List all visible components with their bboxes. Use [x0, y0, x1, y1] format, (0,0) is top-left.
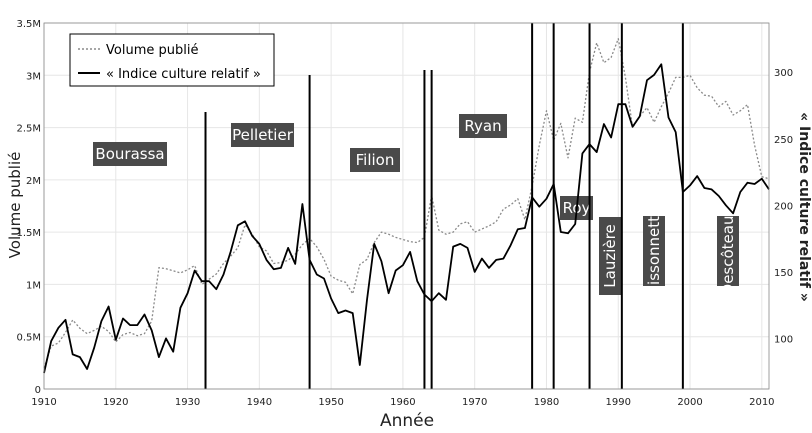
era-label: Bourassa — [95, 145, 164, 163]
legend-box — [69, 33, 275, 87]
legend: Volume publié « Indice culture relatif » — [69, 33, 275, 87]
x-tick-label: 1920 — [103, 397, 128, 408]
x-tick-label: 2000 — [677, 397, 702, 408]
y-tick-label: 3M — [26, 71, 41, 82]
x-tick-label: 1980 — [534, 397, 559, 408]
era-label-box — [93, 142, 167, 166]
y2-tick-label: 100 — [774, 334, 793, 345]
era-label: Descôteaux — [719, 207, 737, 296]
legend-label-volume: Volume publié — [106, 43, 198, 58]
y2-tick-label: 300 — [774, 68, 793, 79]
era-label: Pelletier — [232, 126, 294, 144]
y2-tick-label: 250 — [774, 135, 793, 146]
era-label-box — [350, 148, 400, 172]
y2-tick-label: 200 — [774, 201, 793, 212]
y2-axis-title: « Indice culture relatif » — [796, 112, 812, 302]
era-label: Lauzière — [601, 224, 619, 287]
plot-frame — [43, 22, 770, 390]
legend-label-indice: « Indice culture relatif » — [106, 67, 261, 82]
era-label: Ryan — [464, 117, 501, 135]
era-label-box — [459, 114, 507, 138]
x-tick-label: 1970 — [462, 397, 487, 408]
era-label: Filion — [356, 151, 395, 169]
y-tick-label: 3.5M — [16, 19, 41, 30]
y-tick-label: 1M — [26, 280, 41, 291]
era-label-box — [231, 123, 294, 147]
y2-tick-labels: 100 150 200 250 300 — [774, 68, 793, 345]
era-label: Bissonnette — [645, 207, 663, 296]
y-tick-label: 2.5M — [16, 124, 41, 135]
y-axis-title: Volume publié — [6, 152, 24, 259]
series-line-volume — [43, 38, 770, 369]
y-tick-label: 1.5M — [16, 228, 41, 239]
y-tick-label: 0.5M — [16, 333, 41, 344]
y-tick-labels: 0 0.5M 1M 1.5M 2M 2.5M 3M 3.5M — [16, 19, 41, 396]
x-tick-label: 1990 — [606, 397, 631, 408]
x-tick-label: 1960 — [390, 397, 415, 408]
y-tick-label: 2M — [26, 176, 41, 187]
series-line-indice — [43, 63, 770, 374]
x-axis-title: Année — [380, 411, 434, 431]
y-tick-label: 0 — [35, 385, 41, 396]
era-boundaries — [204, 23, 684, 389]
x-tick-label: 1950 — [318, 397, 343, 408]
x-tick-label: 1910 — [31, 397, 56, 408]
series-layer — [43, 38, 770, 374]
x-tick-label: 1930 — [175, 397, 200, 408]
x-tick-labels: 1910 1920 1930 1940 1950 1960 1970 1980 1990 2000… — [31, 397, 774, 408]
era-label-box — [599, 217, 621, 295]
y2-tick-label: 150 — [774, 268, 793, 279]
era-label-box — [643, 216, 665, 286]
x-tick-label: 1940 — [247, 397, 272, 408]
era-label-box — [717, 216, 739, 286]
x-tick-label: 2010 — [749, 397, 774, 408]
